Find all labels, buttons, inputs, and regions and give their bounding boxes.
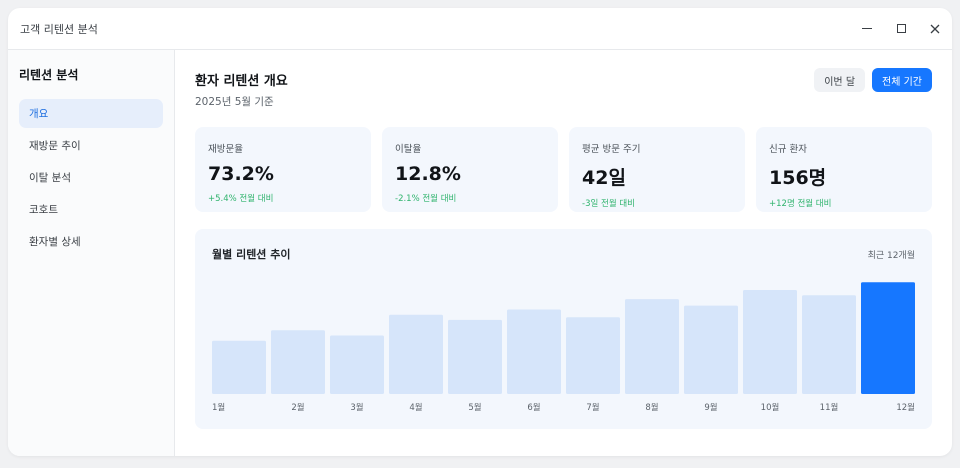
kpi-delta: -3일 전월 대비 [582, 199, 635, 209]
sidebar-item-revisit-trend[interactable]: 재방문 추이 [29, 140, 81, 152]
sidebar-title: 리텐션 분석 [19, 68, 79, 82]
kpi-delta: -2.1% 전월 대비 [395, 194, 457, 204]
title-bar: 고객 리텐션 분석 [8, 8, 952, 50]
close-button[interactable] [918, 8, 952, 50]
kpi-card-revisit-rate: 재방문율 73.2% +5.4% 전월 대비 [195, 127, 371, 212]
page-title: 환자 리텐션 개요 [195, 74, 288, 89]
bar-4[interactable] [389, 314, 443, 394]
x-tick-label: 4월 [409, 402, 422, 413]
x-tick-label: 5월 [468, 402, 481, 413]
sidebar-item-patient-detail[interactable]: 환자별 상세 [29, 236, 81, 248]
this-month-button[interactable]: 이번 달 [814, 68, 866, 92]
x-tick-label: 2월 [291, 402, 304, 413]
retention-chart-panel: 월별 리텐션 추이 최근 12개월 1월 2월 3월 4월 5월 6월 7월 8월 9월 10월 1… [195, 229, 932, 429]
retention-bar-chart: 1월 2월 3월 4월 5월 6월 7월 8월 9월 10월 11월 12월 [212, 282, 915, 413]
page-header: 환자 리텐션 개요 2025년 5월 기준 이번 달 전체 기간 [195, 68, 932, 109]
minimize-icon [862, 28, 872, 29]
kpi-cards: 재방문율 73.2% +5.4% 전월 대비 이탈율 12.8% -2.1% 전… [195, 127, 932, 212]
kpi-value: 73.2% [208, 163, 274, 185]
kpi-label: 신규 환자 [769, 144, 807, 155]
main-content: 환자 리텐션 개요 2025년 5월 기준 이번 달 전체 기간 재방문율 73… [175, 50, 952, 456]
x-tick-label: 6월 [527, 402, 540, 413]
kpi-value: 42일 [582, 167, 626, 189]
window-controls [850, 8, 952, 49]
app-window: 고객 리텐션 분석 리텐션 분석 개요 재방문 추이 이탈 분석 코호트 환자별… [8, 8, 952, 456]
window-title: 고객 리텐션 분석 [20, 22, 98, 36]
bar-11[interactable] [802, 295, 856, 394]
x-tick-label: 3월 [350, 402, 363, 413]
x-tick-label: 8월 [645, 402, 658, 413]
minimize-button[interactable] [850, 8, 884, 50]
kpi-delta: +5.4% 전월 대비 [208, 194, 274, 204]
bar-3[interactable] [330, 335, 384, 395]
bar-12[interactable] [861, 282, 915, 394]
x-tick-label: 11월 [820, 402, 839, 413]
bar-1[interactable] [212, 340, 266, 394]
x-tick-label: 12월 [896, 402, 915, 413]
bar-9[interactable] [684, 305, 738, 394]
kpi-delta: +12명 전월 대비 [769, 199, 832, 209]
bar-2[interactable] [271, 330, 325, 394]
x-tick-label: 10월 [761, 402, 780, 413]
kpi-card-visit-cycle: 평균 방문 주기 42일 -3일 전월 대비 [569, 127, 745, 212]
page-subtitle: 2025년 5월 기준 [195, 96, 274, 108]
kpi-label: 재방문율 [208, 144, 243, 155]
x-tick-label: 9월 [704, 402, 717, 413]
kpi-card-churn-rate: 이탈율 12.8% -2.1% 전월 대비 [382, 127, 558, 212]
all-period-button[interactable]: 전체 기간 [872, 68, 932, 92]
kpi-card-new-patients: 신규 환자 156명 +12명 전월 대비 [756, 127, 932, 212]
bar-6[interactable] [507, 309, 561, 395]
kpi-label: 이탈율 [395, 144, 422, 155]
x-tick-label: 1월 [212, 402, 225, 413]
period-toggle: 이번 달 전체 기간 [814, 68, 932, 92]
bar-8[interactable] [625, 299, 679, 394]
sidebar-item-cohort[interactable]: 코호트 [29, 204, 58, 216]
kpi-label: 평균 방문 주기 [582, 144, 641, 155]
close-icon [930, 24, 940, 33]
chart-title: 월별 리텐션 추이 [212, 248, 291, 261]
sidebar-item-overview[interactable]: 개요 [19, 99, 163, 128]
maximize-icon [896, 24, 906, 33]
kpi-value: 156명 [769, 167, 827, 189]
bar-10[interactable] [743, 290, 797, 394]
maximize-button[interactable] [884, 8, 918, 50]
chart-range-label: 최근 12개월 [867, 251, 915, 261]
kpi-value: 12.8% [395, 163, 461, 185]
bar-5[interactable] [448, 319, 502, 394]
sidebar-item-churn-analysis[interactable]: 이탈 분석 [29, 172, 71, 184]
bar-7[interactable] [566, 317, 620, 394]
sidebar: 리텐션 분석 개요 재방문 추이 이탈 분석 코호트 환자별 상세 [8, 50, 175, 456]
x-tick-label: 7월 [586, 402, 599, 413]
